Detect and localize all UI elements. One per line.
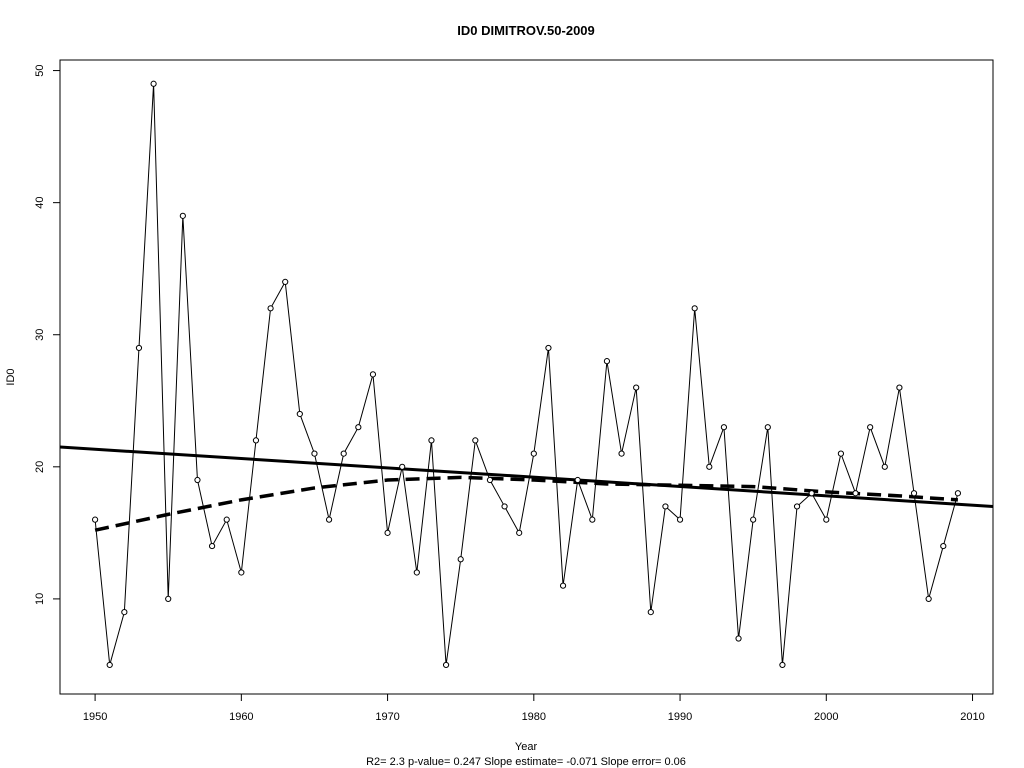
data-point [910, 490, 918, 497]
data-point [706, 463, 713, 470]
x-tick-label: 1970 [375, 711, 399, 723]
data-point [633, 384, 640, 391]
data-point [516, 529, 523, 536]
data-point [179, 212, 186, 219]
data-point [369, 371, 377, 378]
data-point [340, 450, 347, 457]
data-point [442, 661, 450, 669]
data-point [91, 516, 99, 523]
data-point [925, 595, 932, 603]
data-point [252, 437, 260, 444]
y-axis: 10 20 30 40 50 [34, 64, 60, 605]
data-point [881, 463, 888, 470]
data-point [486, 476, 494, 484]
data-point [823, 516, 830, 523]
data-point [135, 344, 143, 352]
data-point [428, 437, 435, 444]
data-point [194, 476, 201, 484]
x-tick-label: 1980 [522, 711, 546, 723]
data-point [150, 80, 157, 87]
data-point [121, 609, 128, 616]
data-point [779, 661, 786, 669]
data-point [267, 305, 274, 312]
data-point [764, 424, 771, 431]
data-point [662, 503, 669, 510]
data-point [750, 516, 757, 523]
y-tick-label: 10 [34, 593, 46, 605]
data-point [282, 278, 289, 285]
observed-series-line [94, 83, 959, 666]
data-point [691, 305, 698, 312]
data-point [413, 569, 420, 576]
data-point [457, 556, 464, 563]
data-point [676, 516, 684, 523]
x-tick-label: 2000 [814, 711, 838, 723]
data-point [954, 490, 962, 497]
data-point [530, 450, 537, 457]
data-point [940, 542, 947, 550]
data-point [399, 463, 406, 470]
x-tick-label: 1950 [83, 711, 107, 723]
data-point [735, 635, 742, 642]
data-point [896, 384, 903, 391]
data-point [647, 609, 654, 616]
y-tick-label: 40 [34, 197, 46, 209]
data-point [589, 516, 596, 523]
x-tick-label: 1960 [229, 711, 253, 723]
data-point [325, 516, 333, 523]
data-point [603, 358, 611, 365]
data-point [208, 542, 216, 550]
data-point [223, 516, 230, 523]
x-axis: 1950 1960 1970 1980 1990 2000 2010 [83, 694, 985, 723]
smoothed-trend-line [94, 475, 959, 532]
data-point [384, 529, 391, 536]
y-tick-label: 30 [34, 329, 46, 341]
plot-frame [59, 59, 994, 695]
data-point [559, 582, 567, 589]
y-tick-label: 20 [34, 461, 46, 473]
x-axis-label: Year [515, 741, 538, 753]
data-point [837, 450, 845, 457]
data-point [238, 569, 245, 576]
data-point [311, 450, 318, 457]
y-axis-label: ID0 [5, 368, 17, 385]
data-point [165, 595, 172, 603]
data-point [793, 503, 801, 510]
x-tick-label: 1990 [668, 711, 692, 723]
data-point [545, 344, 552, 352]
stats-footer: R2= 2.3 p-value= 0.247 Slope estimate= -… [366, 756, 686, 768]
linear-trend-line [59, 445, 994, 508]
data-point [501, 503, 508, 510]
y-tick-label: 50 [34, 64, 46, 76]
data-point [296, 410, 303, 418]
data-point [472, 437, 479, 444]
data-point [852, 490, 859, 497]
series-layer [59, 80, 994, 669]
data-point [574, 476, 581, 484]
x-tick-label: 2010 [960, 711, 984, 723]
data-point [720, 424, 728, 431]
chart-title: ID0 DIMITROV.50-2009 [457, 23, 595, 38]
data-point [867, 424, 874, 431]
data-point [355, 424, 362, 431]
data-point [618, 450, 625, 457]
data-point [808, 490, 815, 497]
data-point [106, 661, 113, 669]
